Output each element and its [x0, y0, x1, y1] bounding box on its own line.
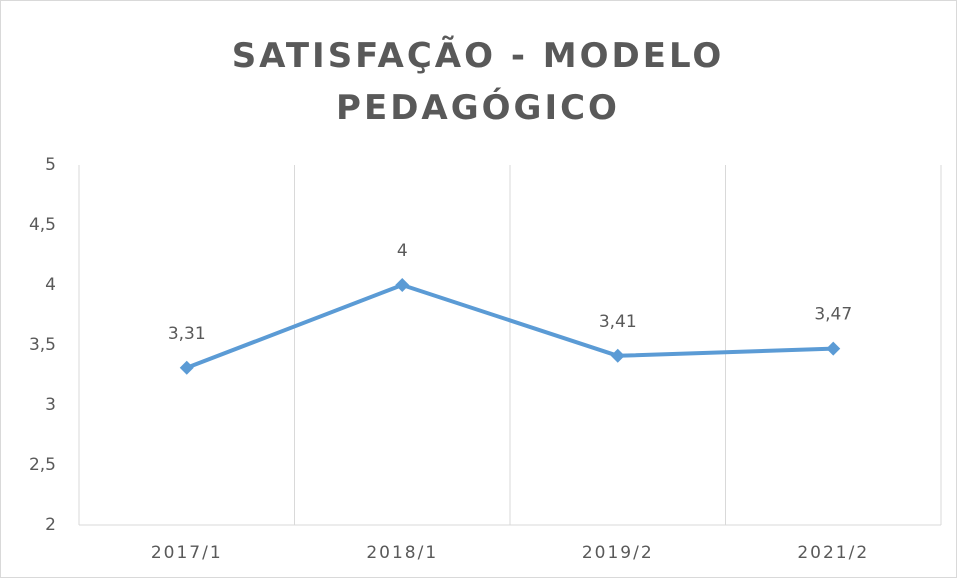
data-label: 4	[397, 241, 408, 261]
data-label: 3,31	[168, 324, 206, 344]
data-label: 3,41	[599, 312, 637, 332]
y-tick-label: 2,5	[29, 455, 56, 475]
line-series	[186, 283, 834, 370]
x-tick-label: 2018/1	[366, 543, 438, 563]
y-tick-label: 2	[45, 515, 56, 535]
point-marker	[610, 348, 625, 363]
y-tick-label: 3	[45, 395, 56, 415]
y-tick-label: 4,5	[29, 215, 56, 235]
chart-title: SATISFAÇÃO - MODELO PEDAGÓGICO	[231, 36, 725, 128]
x-tick-label: 2021/2	[797, 543, 869, 563]
y-tick-label: 4	[45, 275, 56, 295]
y-tick-label: 5	[45, 155, 56, 175]
x-tick-label: 2019/2	[582, 543, 654, 563]
data-label: 3,47	[814, 305, 852, 325]
y-tick-label: 3,5	[29, 335, 56, 355]
point-marker	[395, 278, 410, 292]
x-tick-label: 2017/1	[151, 543, 223, 563]
point-marker	[179, 360, 194, 375]
point-marker	[826, 341, 841, 356]
